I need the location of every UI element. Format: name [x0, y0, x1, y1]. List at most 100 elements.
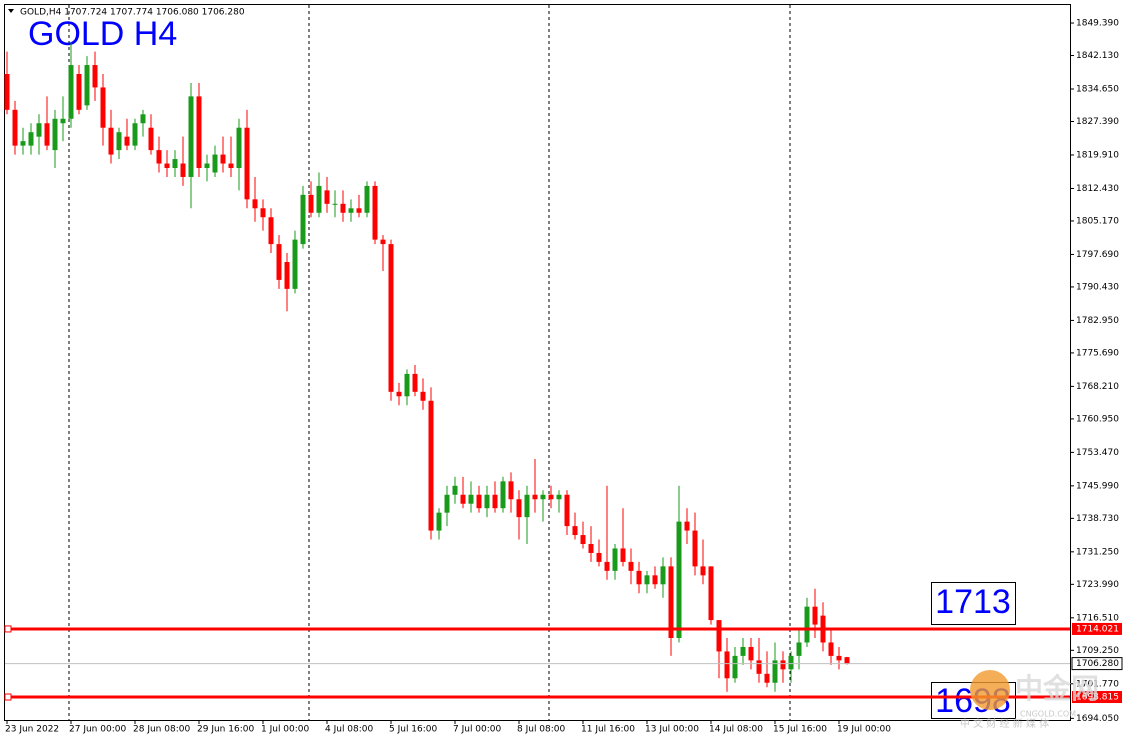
- candle-body: [20, 141, 26, 146]
- candle-body: [484, 494, 490, 509]
- candle-body: [380, 239, 386, 245]
- candle-body: [228, 163, 234, 169]
- candle-body: [844, 657, 850, 664]
- x-tick-label: 23 Jun 2022: [5, 725, 59, 735]
- x-tick-label: 1 Jul 00:00: [261, 725, 310, 735]
- candle-body: [772, 660, 778, 683]
- chart-title: GOLD H4: [28, 15, 177, 53]
- price-tag-label: 1714.021: [1076, 624, 1119, 634]
- candle-body: [748, 646, 754, 661]
- candle-body: [676, 521, 682, 638]
- x-tick-label: 29 Jun 16:00: [197, 725, 254, 735]
- candle-body: [252, 199, 258, 209]
- y-tick-label: 1834.650: [1076, 85, 1119, 95]
- candle-body: [516, 499, 522, 518]
- candle-body: [436, 512, 442, 531]
- y-tick-label: 1753.470: [1076, 448, 1119, 458]
- candle-body: [668, 566, 674, 638]
- candle-body: [348, 208, 354, 213]
- candle-body: [108, 127, 114, 155]
- candle-body: [388, 244, 394, 392]
- x-tick-label: 11 Jul 16:00: [581, 725, 635, 735]
- candle-body: [260, 208, 266, 218]
- candle-body: [652, 575, 658, 585]
- candle-body: [268, 217, 274, 245]
- candle-body: [828, 642, 834, 656]
- x-tick-label: 8 Jul 08:00: [517, 725, 566, 735]
- candle-body: [156, 150, 162, 164]
- candle-body: [220, 154, 226, 164]
- candle-body: [420, 391, 426, 401]
- price-tag-label: 1706.280: [1076, 659, 1119, 669]
- watermark: 中金网 CNGOLD.COM 中 文 财 经 新 媒 体: [960, 670, 1099, 730]
- candle-body: [244, 127, 250, 200]
- candle-body: [356, 208, 362, 213]
- candle-body: [212, 154, 218, 173]
- watermark-name: 中金网: [1015, 672, 1099, 705]
- candle-body: [620, 548, 626, 562]
- x-tick-label: 28 Jun 08:00: [133, 725, 190, 735]
- candle-body: [236, 127, 242, 169]
- candle-body: [628, 561, 634, 571]
- y-tick-label: 1842.130: [1076, 51, 1119, 61]
- candle-body: [716, 620, 722, 652]
- annotation-box: [931, 582, 1016, 625]
- candle-body: [396, 391, 402, 397]
- candle-body: [684, 521, 690, 531]
- candle-body: [532, 494, 538, 500]
- candle-body: [308, 194, 314, 213]
- candle-body: [140, 114, 146, 124]
- y-tick-label: 1849.390: [1076, 19, 1119, 29]
- candle-body: [588, 543, 594, 553]
- watermark-site: CNGOLD.COM: [1020, 710, 1076, 719]
- candles: [4, 42, 850, 692]
- candle-body: [404, 373, 410, 397]
- candle-body: [580, 535, 586, 544]
- candle-body: [28, 132, 34, 146]
- candle-body: [100, 87, 106, 128]
- watermark-logo: [970, 670, 1010, 710]
- candle-body: [476, 494, 482, 509]
- candle-body: [60, 118, 66, 124]
- candle-body: [796, 642, 802, 656]
- candle-body: [740, 646, 746, 656]
- candle-body: [700, 566, 706, 576]
- y-tick-label: 1797.690: [1076, 250, 1119, 260]
- y-tick-label: 1775.690: [1076, 348, 1119, 358]
- candle-body: [364, 185, 370, 213]
- candle-body: [468, 494, 474, 504]
- price-tag: [1072, 691, 1122, 704]
- candle-body: [372, 185, 378, 240]
- x-tick-label: 27 Jun 00:00: [69, 725, 126, 735]
- candle-body: [196, 96, 202, 169]
- candle-body: [572, 526, 578, 536]
- candle-body: [92, 65, 98, 88]
- annotation: 1713: [935, 583, 1011, 621]
- candle-body: [300, 194, 306, 245]
- candle-body: [12, 109, 18, 146]
- candle-body: [124, 136, 130, 146]
- y-tick-label: 1805.170: [1076, 216, 1119, 226]
- menu-arrow: [8, 9, 14, 13]
- candle-body: [564, 494, 570, 527]
- y-tick-label: 1716.510: [1076, 613, 1119, 623]
- candle-body: [540, 494, 546, 500]
- candle-body: [172, 159, 178, 169]
- y-tick-label: 1701.770: [1076, 679, 1119, 689]
- x-tick-label: 14 Jul 08:00: [709, 725, 763, 735]
- y-tick-label: 1709.250: [1076, 646, 1119, 656]
- candle-body: [76, 74, 82, 110]
- price-tag-label: 1698.815: [1076, 693, 1119, 703]
- candle-body: [548, 494, 554, 500]
- y-tick-label: 1827.390: [1076, 117, 1119, 127]
- plot-frame: [4, 4, 1071, 721]
- candle-body: [604, 561, 610, 571]
- y-tick-label: 1738.730: [1076, 514, 1119, 524]
- candle-body: [756, 660, 762, 674]
- candle-body: [508, 481, 514, 500]
- candle-body: [324, 190, 330, 204]
- y-tick-label: 1782.950: [1076, 316, 1119, 326]
- y-tick-label: 1723.990: [1076, 580, 1119, 590]
- candle-body: [596, 552, 602, 562]
